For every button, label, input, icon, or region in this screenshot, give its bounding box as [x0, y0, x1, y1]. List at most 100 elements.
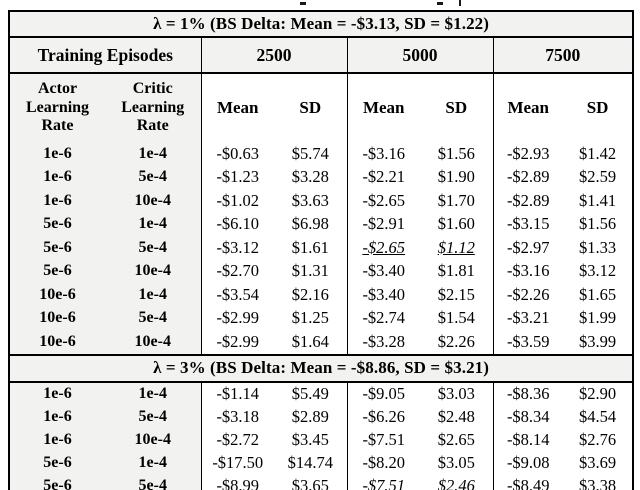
mean-value-cell: -$8.20 [346, 451, 420, 475]
sd-value-cell: $1.33 [563, 236, 634, 260]
critic-rate-cell: 5e-4 [105, 405, 201, 429]
actor-rate-cell: 5e-6 [9, 259, 105, 283]
section-title: λ = 3% (BS Delta: Mean = -$8.86, SD = $3… [9, 353, 634, 383]
column-headers-row: Actor Learning Rate Critic Learning Rate… [9, 73, 634, 142]
mean-value-cell: -$3.16 [346, 142, 420, 166]
actor-rate-cell: 10e-6 [9, 283, 105, 307]
sd-value-cell: $1.56 [563, 212, 634, 236]
sd-value-cell: $3.99 [563, 330, 634, 355]
data-row: 10e-6 1e-4 -$3.54 $2.16 -$3.40 $2.15 -$2.26 $1.… [9, 283, 634, 307]
results-table: λ = 1% (BS Delta: Mean = -$3.13, SD = $1… [8, 10, 635, 490]
mean-value-cell: -$3.40 [346, 283, 420, 307]
sd-value-cell: $3.28 [274, 165, 347, 189]
mean-header: Mean [346, 73, 420, 142]
data-row: 1e-6 10e-4 -$1.02 $3.63 -$2.65 $1.70 -$2.89 $1.… [9, 189, 634, 213]
sd-value-cell: $2.90 [563, 381, 634, 406]
mean-value-cell: -$1.23 [200, 165, 274, 189]
sd-value-cell: $3.65 [274, 474, 347, 490]
mean-value-cell: -$8.36 [492, 381, 563, 406]
sd-value-cell: $1.25 [274, 306, 347, 330]
sd-value-cell: $3.12 [563, 259, 634, 283]
critic-rate-cell: 5e-4 [105, 474, 201, 490]
actor-rate-cell: 1e-6 [9, 381, 105, 406]
sd-value-cell: $2.15 [420, 283, 493, 307]
actor-rate-header: Actor Learning Rate [9, 73, 105, 142]
mean-value-cell: -$2.74 [346, 306, 420, 330]
caption-descender-mark [300, 2, 306, 5]
critic-rate-cell: 5e-4 [105, 306, 201, 330]
episode-2500: 2500 [200, 37, 347, 74]
sd-value-cell: $3.03 [420, 381, 493, 406]
mean-value-cell: -$8.34 [492, 405, 563, 429]
sd-value-cell: $1.65 [563, 283, 634, 307]
data-row: 5e-6 10e-4 -$2.70 $1.31 -$3.40 $1.81 -$3.16 $3.… [9, 259, 634, 283]
sd-value-cell: $1.70 [420, 189, 493, 213]
sd-value-cell: $5.74 [274, 142, 347, 166]
sd-value-cell: $3.38 [563, 474, 634, 490]
sd-value-cell: $2.65 [420, 428, 493, 452]
mean-value-cell: -$9.08 [492, 451, 563, 475]
sd-header: SD [274, 73, 347, 142]
actor-rate-cell: 5e-6 [9, 451, 105, 475]
sd-value-cell: $1.31 [274, 259, 347, 283]
critic-rate-cell: 10e-4 [105, 428, 201, 452]
data-row: 1e-6 1e-4 -$0.63 $5.74 -$3.16 $1.56 -$2.93 $1.4… [9, 142, 634, 166]
data-row: 1e-6 5e-4 -$3.18 $2.89 -$6.26 $2.48 -$8.34 $4.5… [9, 405, 634, 429]
sd-header: SD [563, 73, 634, 142]
sd-value-cell: $2.59 [563, 165, 634, 189]
caption-descender-mark [459, 0, 461, 6]
sd-value-cell: $4.54 [563, 405, 634, 429]
sd-value-cell: $2.26 [420, 330, 493, 355]
mean-value-cell: -$2.99 [200, 306, 274, 330]
mean-value-cell: -$6.10 [200, 212, 274, 236]
critic-rate-cell: 5e-4 [105, 236, 201, 260]
critic-rate-header: Critic Learning Rate [105, 73, 201, 142]
mean-value-cell: -$1.14 [200, 381, 274, 406]
mean-value-cell: -$3.12 [200, 236, 274, 260]
sd-value-cell: $1.56 [420, 142, 493, 166]
sd-value-cell: $1.41 [563, 189, 634, 213]
sd-value-cell: $1.90 [420, 165, 493, 189]
actor-rate-cell: 1e-6 [9, 189, 105, 213]
mean-value-cell: -$1.02 [200, 189, 274, 213]
sd-value-cell: $1.64 [274, 330, 347, 355]
data-row: 5e-6 1e-4 -$17.50 $14.74 -$8.20 $3.05 -$9.08 $3… [9, 451, 634, 475]
actor-rate-cell: 5e-6 [9, 212, 105, 236]
mean-value-cell: -$3.21 [492, 306, 563, 330]
critic-rate-cell: 1e-4 [105, 451, 201, 475]
mean-value-cell: -$2.91 [346, 212, 420, 236]
mean-value-cell: -$3.15 [492, 212, 563, 236]
mean-value-cell: -$6.26 [346, 405, 420, 429]
mean-value-cell: -$7.51 [346, 474, 420, 490]
actor-rate-cell: 10e-6 [9, 330, 105, 355]
critic-rate-cell: 1e-4 [105, 283, 201, 307]
data-row: 10e-6 5e-4 -$2.99 $1.25 -$2.74 $1.54 -$3.21 $1.… [9, 306, 634, 330]
actor-rate-cell: 5e-6 [9, 474, 105, 490]
data-row: 5e-6 5e-4 -$8.99 $3.65 -$7.51 $2.46 -$8.49 $3.3… [9, 474, 634, 490]
sd-value-cell: $3.69 [563, 451, 634, 475]
mean-value-cell: -$3.18 [200, 405, 274, 429]
mean-value-cell: -$3.54 [200, 283, 274, 307]
mean-value-cell: -$2.97 [492, 236, 563, 260]
mean-value-cell: -$2.93 [492, 142, 563, 166]
section-title: λ = 1% (BS Delta: Mean = -$3.13, SD = $1… [9, 11, 634, 38]
mean-value-cell: -$2.21 [346, 165, 420, 189]
data-row: 1e-6 10e-4 -$2.72 $3.45 -$7.51 $2.65 -$8.14 $2.… [9, 428, 634, 452]
critic-rate-cell: 1e-4 [105, 212, 201, 236]
sd-value-cell: $3.05 [420, 451, 493, 475]
sd-value-cell: $1.60 [420, 212, 493, 236]
critic-rate-cell: 10e-4 [105, 259, 201, 283]
mean-value-cell: -$2.89 [492, 189, 563, 213]
caption-descender-mark [437, 2, 443, 5]
mean-value-cell: -$2.99 [200, 330, 274, 355]
sd-value-cell: $1.12 [420, 236, 493, 260]
section-header-row: λ = 1% (BS Delta: Mean = -$3.13, SD = $1… [9, 11, 634, 38]
actor-rate-cell: 5e-6 [9, 236, 105, 260]
actor-rate-cell: 10e-6 [9, 306, 105, 330]
section-header-row: λ = 3% (BS Delta: Mean = -$8.86, SD = $3… [9, 353, 634, 383]
sd-value-cell: $2.89 [274, 405, 347, 429]
mean-header: Mean [200, 73, 274, 142]
mean-value-cell: -$2.70 [200, 259, 274, 283]
sd-value-cell: $6.98 [274, 212, 347, 236]
